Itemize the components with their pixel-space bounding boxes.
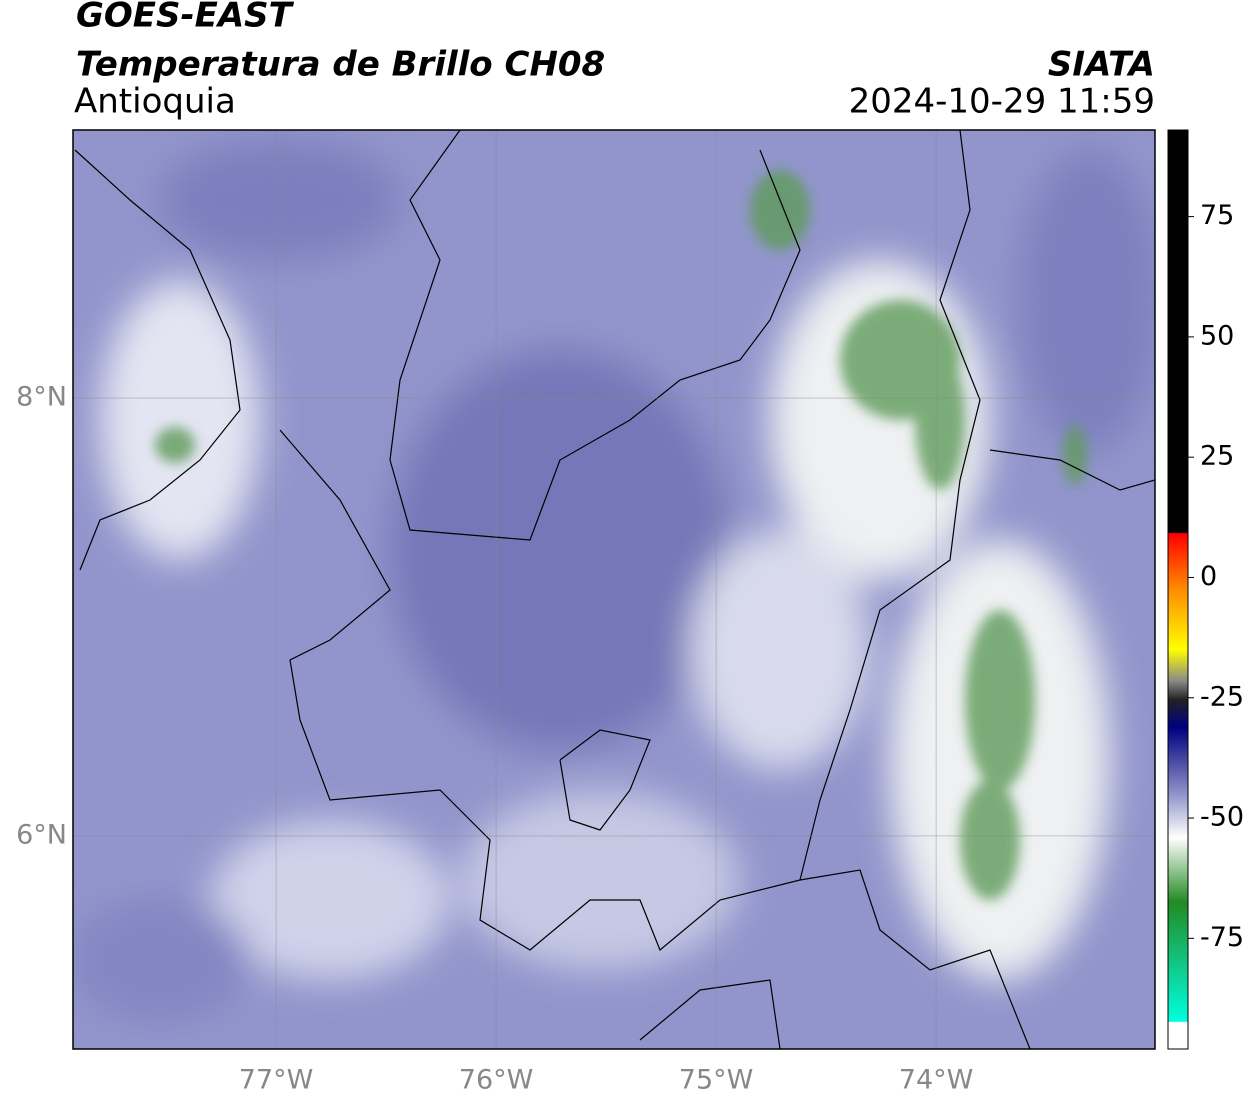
y-tick-label: 8°N <box>16 382 67 413</box>
x-tick-label: 74°W <box>899 1065 974 1096</box>
colorbar-tick-label: 75 <box>1200 200 1234 231</box>
satellite-image <box>73 130 1155 1049</box>
datetime: 2024-10-29 11:59 <box>849 82 1155 122</box>
borders <box>74 130 1155 1049</box>
colorbar <box>1167 129 1189 1050</box>
colorbar-tick-label: 25 <box>1200 441 1234 472</box>
map-frame <box>72 129 1156 1050</box>
source: SIATA <box>1048 45 1155 85</box>
x-tick-label: 77°W <box>239 1065 314 1096</box>
title: GOES-EAST <box>76 0 295 36</box>
region: Antioquia <box>74 82 236 122</box>
colorbar-tick-label: -25 <box>1200 681 1244 712</box>
colorbar-tick-label: -75 <box>1200 922 1244 953</box>
graticule <box>73 130 1155 1049</box>
colorbar-tick-label: 0 <box>1200 561 1217 592</box>
y-tick-label: 6°N <box>16 819 67 850</box>
subtitle: Temperatura de Brillo CH08 <box>76 45 605 85</box>
x-tick-label: 75°W <box>679 1065 754 1096</box>
x-tick-label: 76°W <box>459 1065 534 1096</box>
colorbar-tick-label: 50 <box>1200 320 1234 351</box>
colorbar-tick-label: -50 <box>1200 802 1244 833</box>
